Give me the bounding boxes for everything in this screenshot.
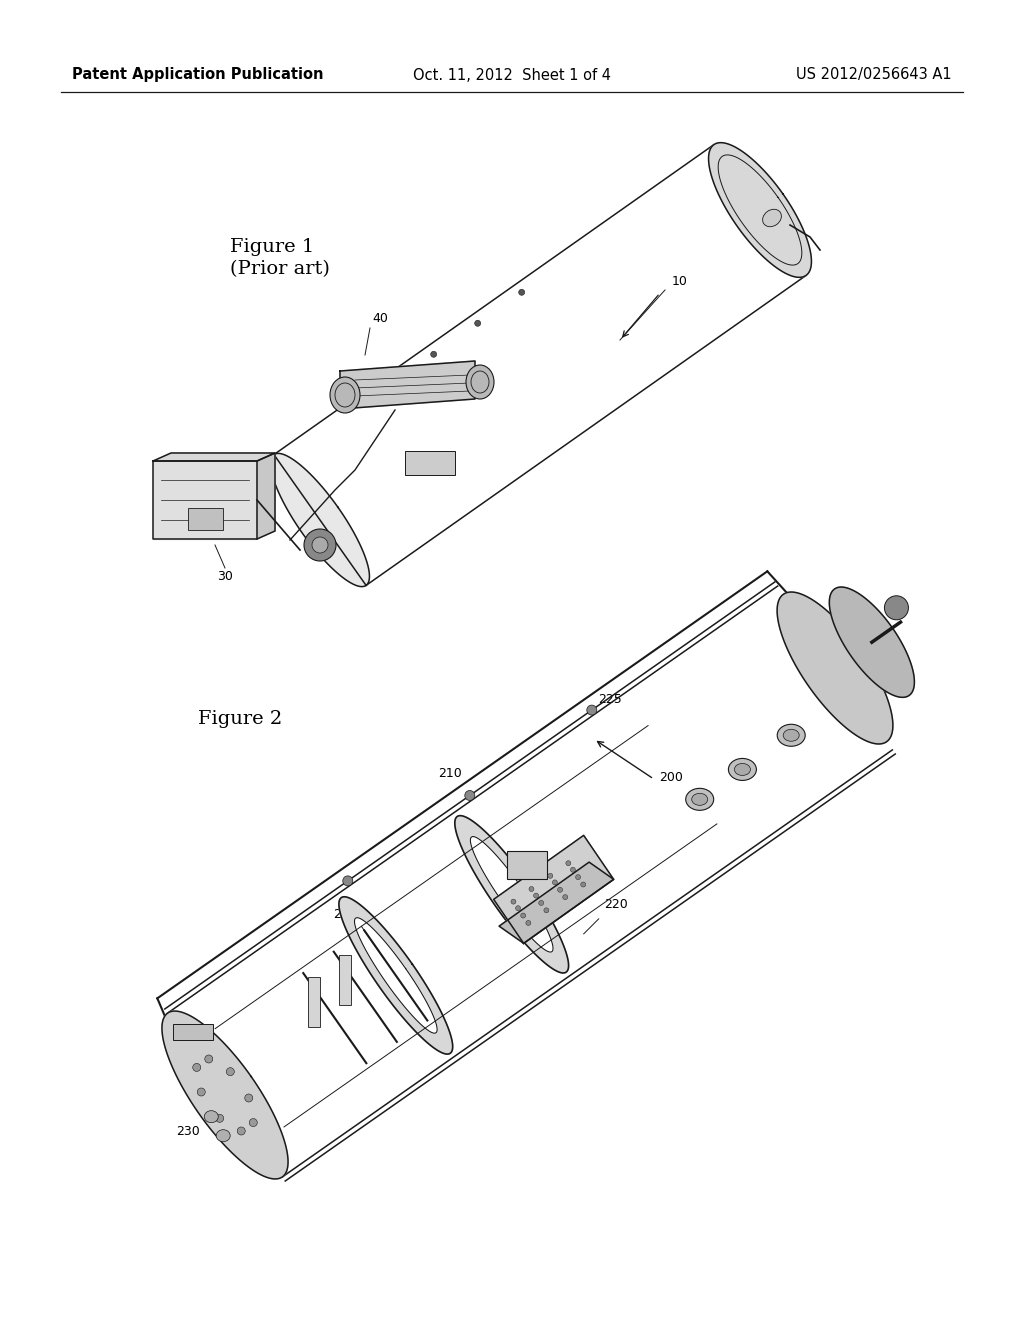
Ellipse shape <box>581 882 586 887</box>
Ellipse shape <box>249 1118 257 1126</box>
Ellipse shape <box>519 289 524 296</box>
Ellipse shape <box>777 725 805 746</box>
Polygon shape <box>709 143 811 277</box>
Polygon shape <box>354 917 437 1034</box>
Polygon shape <box>274 145 806 585</box>
Text: 40: 40 <box>372 312 388 325</box>
Ellipse shape <box>526 920 530 925</box>
Polygon shape <box>153 461 257 539</box>
Ellipse shape <box>216 1114 223 1122</box>
Ellipse shape <box>204 1110 218 1123</box>
Polygon shape <box>499 862 613 944</box>
Bar <box>507 850 547 879</box>
Ellipse shape <box>238 1127 245 1135</box>
Ellipse shape <box>431 351 436 358</box>
Ellipse shape <box>198 1088 205 1096</box>
Ellipse shape <box>570 867 575 873</box>
Ellipse shape <box>734 763 751 775</box>
Polygon shape <box>153 453 275 461</box>
Polygon shape <box>829 587 914 697</box>
Ellipse shape <box>312 537 328 553</box>
Polygon shape <box>777 593 893 744</box>
Polygon shape <box>455 816 568 973</box>
Ellipse shape <box>885 595 908 620</box>
Text: 30: 30 <box>217 570 232 583</box>
Ellipse shape <box>520 913 525 919</box>
Ellipse shape <box>466 366 494 399</box>
Polygon shape <box>470 837 553 952</box>
Ellipse shape <box>763 210 781 227</box>
Ellipse shape <box>552 880 557 884</box>
Bar <box>308 977 321 1027</box>
Ellipse shape <box>205 1055 213 1063</box>
Ellipse shape <box>686 788 714 810</box>
Text: US 2012/0256643 A1: US 2012/0256643 A1 <box>797 67 952 82</box>
Bar <box>188 508 223 531</box>
Ellipse shape <box>728 759 757 780</box>
Ellipse shape <box>193 1064 201 1072</box>
Ellipse shape <box>511 899 516 904</box>
Ellipse shape <box>465 791 475 800</box>
Ellipse shape <box>691 793 708 805</box>
Ellipse shape <box>557 887 562 892</box>
Ellipse shape <box>575 875 581 879</box>
Ellipse shape <box>563 895 567 900</box>
Ellipse shape <box>544 908 549 913</box>
Text: 230: 230 <box>176 1125 200 1138</box>
Polygon shape <box>168 586 892 1177</box>
Text: Figure 2: Figure 2 <box>198 710 283 729</box>
Polygon shape <box>257 453 275 539</box>
Ellipse shape <box>566 861 570 866</box>
Ellipse shape <box>216 1130 230 1142</box>
Text: 10: 10 <box>672 275 688 288</box>
Bar <box>173 1024 213 1040</box>
Ellipse shape <box>548 874 553 878</box>
Ellipse shape <box>515 906 520 911</box>
Ellipse shape <box>529 887 534 891</box>
Ellipse shape <box>539 900 544 906</box>
Polygon shape <box>162 1011 288 1179</box>
Ellipse shape <box>783 729 799 742</box>
Text: 220: 220 <box>604 898 628 911</box>
Ellipse shape <box>475 321 480 326</box>
Bar <box>339 956 351 1006</box>
Text: 210: 210 <box>438 767 462 780</box>
Polygon shape <box>494 836 613 944</box>
Ellipse shape <box>587 705 597 715</box>
Polygon shape <box>270 453 370 586</box>
Ellipse shape <box>534 894 539 898</box>
Ellipse shape <box>343 876 353 886</box>
Text: 200: 200 <box>658 771 683 784</box>
Ellipse shape <box>245 1094 253 1102</box>
Polygon shape <box>340 360 475 409</box>
Ellipse shape <box>304 529 336 561</box>
Text: 225: 225 <box>598 693 622 706</box>
Text: Oct. 11, 2012  Sheet 1 of 4: Oct. 11, 2012 Sheet 1 of 4 <box>413 67 611 82</box>
Text: Patent Application Publication: Patent Application Publication <box>72 67 324 82</box>
Polygon shape <box>339 896 453 1055</box>
Bar <box>406 450 455 474</box>
Text: Figure 1
(Prior art): Figure 1 (Prior art) <box>230 238 330 279</box>
Ellipse shape <box>226 1068 234 1076</box>
Ellipse shape <box>330 378 360 413</box>
Text: 215: 215 <box>333 908 356 921</box>
